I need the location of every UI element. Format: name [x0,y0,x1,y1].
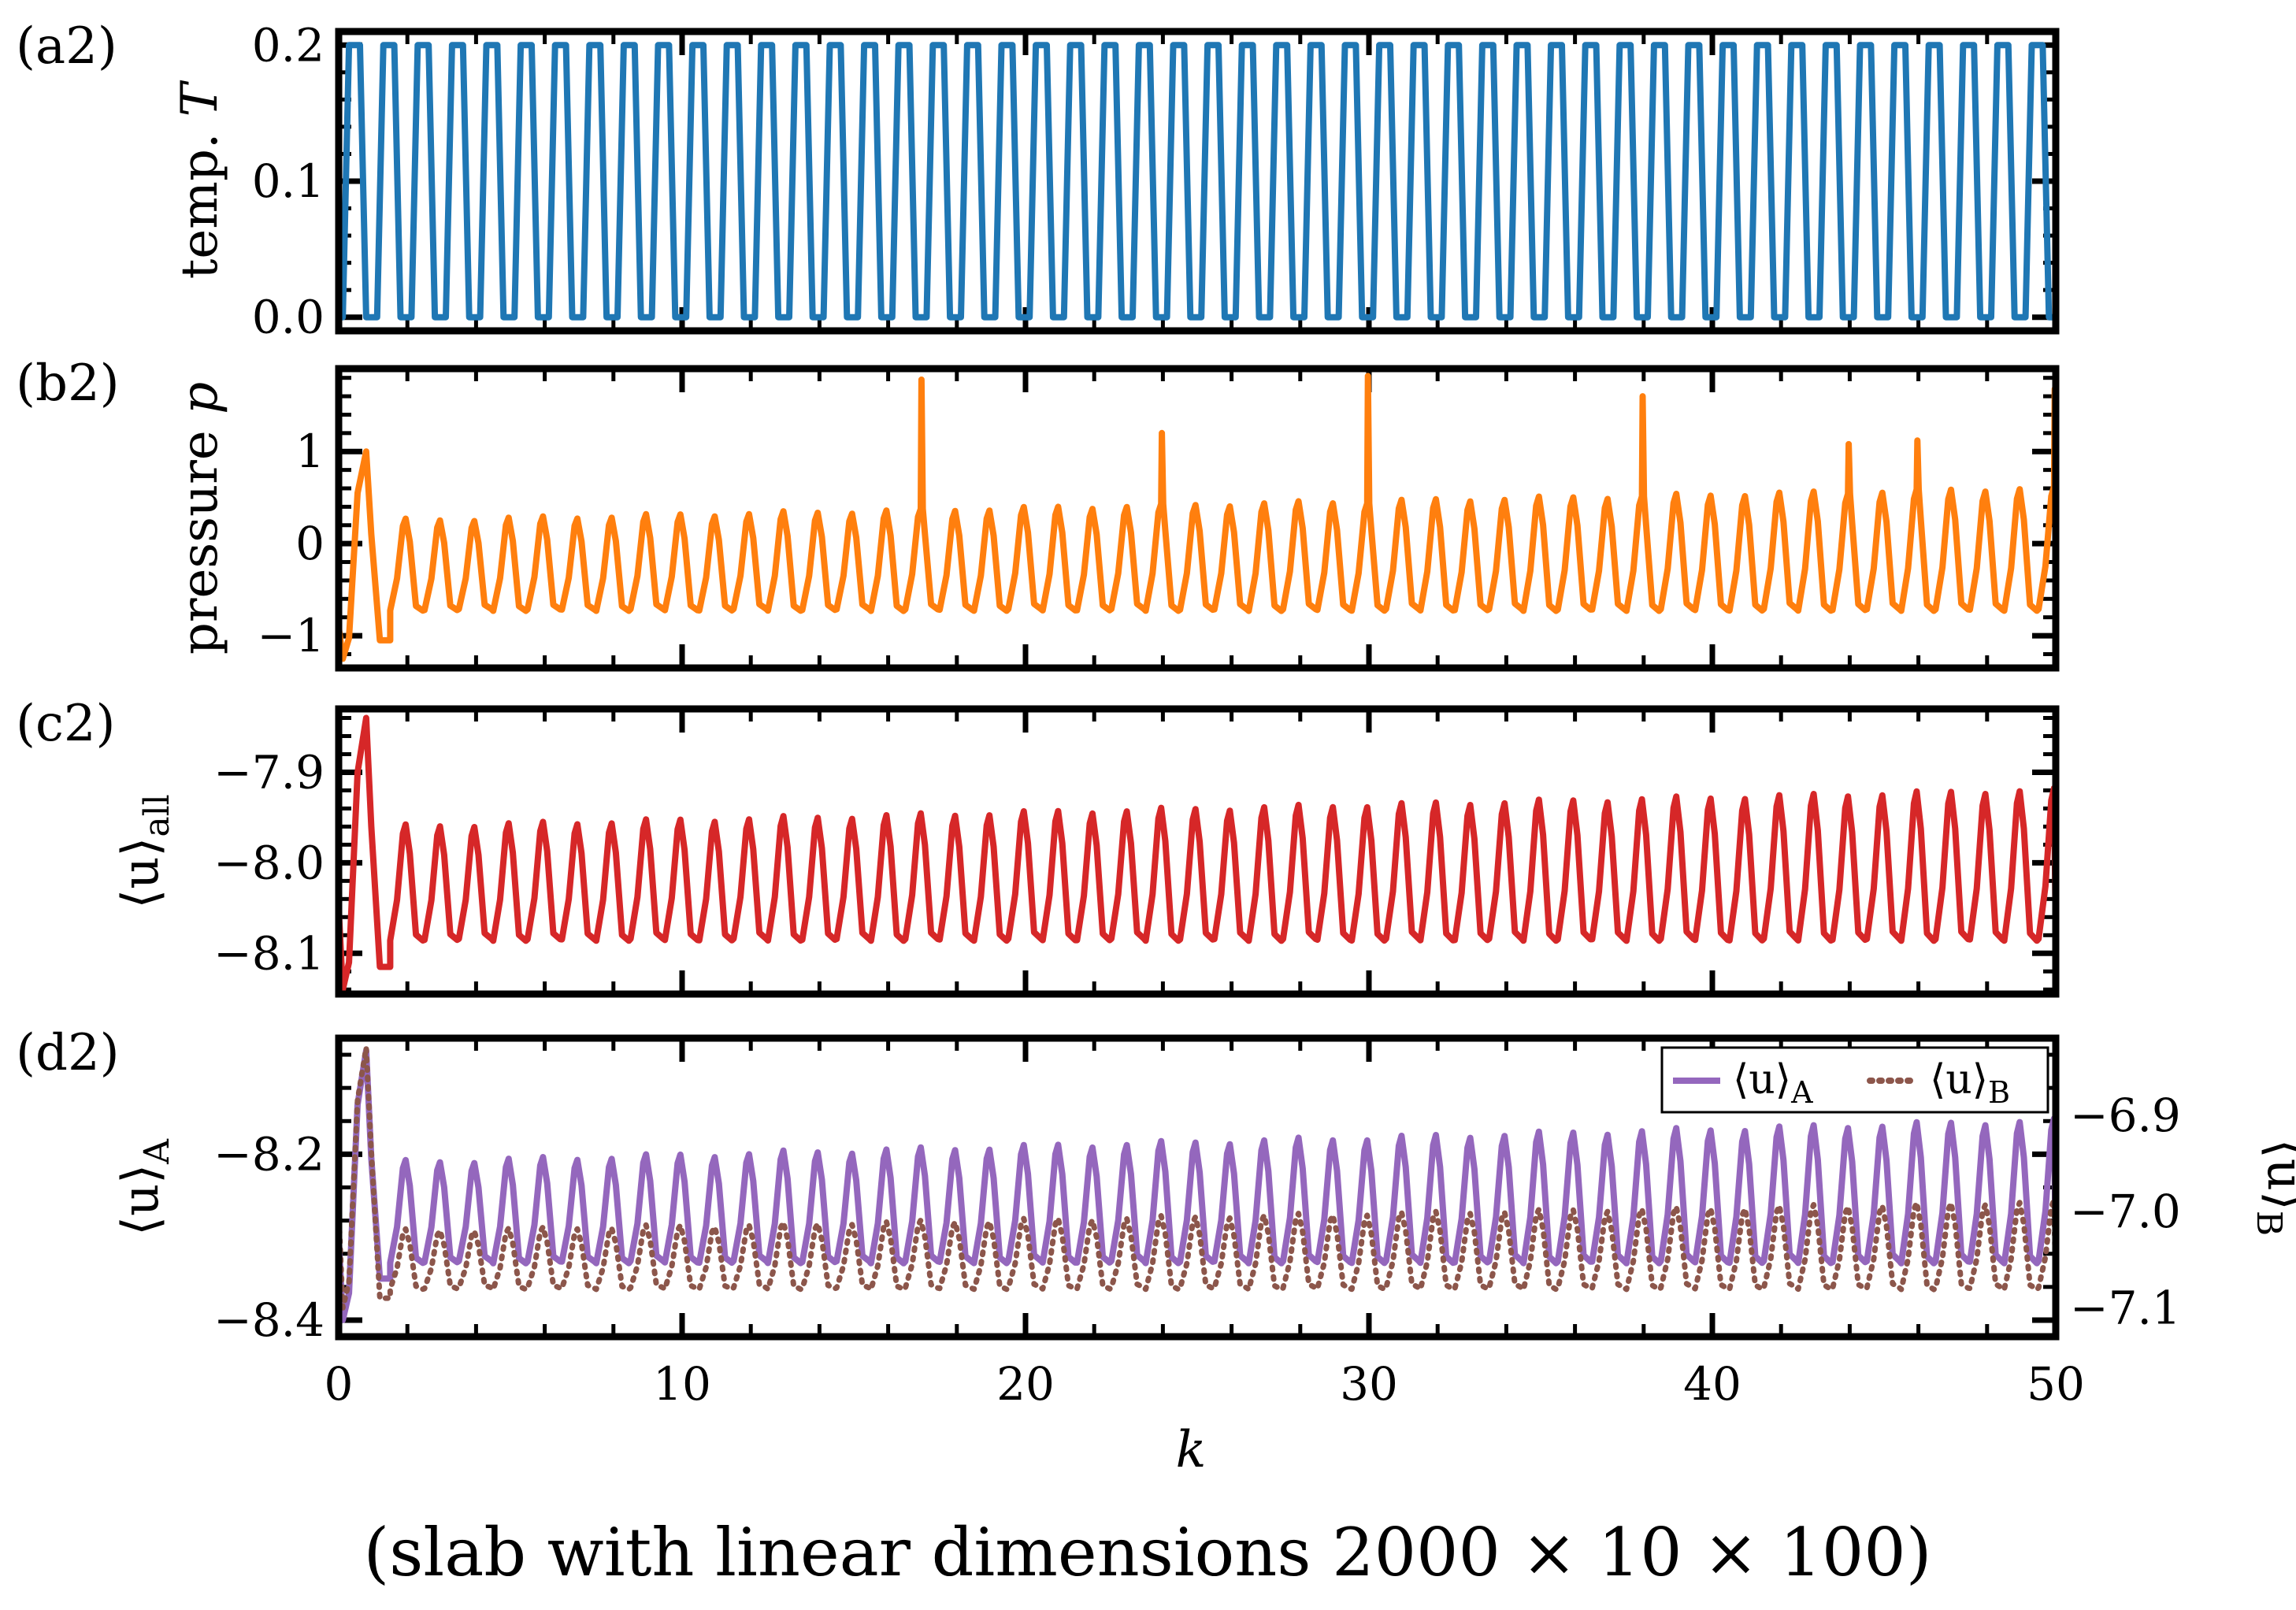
x-tick-label: 50 [2027,1357,2085,1411]
plot-frame [335,1034,2060,1341]
panel2-y-tick-label: 1 [295,425,325,478]
plot-frame [335,705,2060,998]
panel1-y-tick-label: 0.1 [252,154,325,208]
panel-label: (c2) [16,695,116,753]
panel2-y-tick-label: 0 [295,517,325,570]
panel4-y-tick-label: −8.4 [213,1293,325,1347]
panel4-y2-tick-label: −6.9 [2070,1089,2181,1142]
panel4-y-tick-label: −8.2 [213,1127,325,1181]
series-line--u-b [339,1044,2056,1311]
x-tick-label: 30 [1340,1357,1398,1411]
panel4-y2-tick-label: −7.1 [2070,1281,2181,1334]
panel2-y-tick-label: −1 [258,609,325,662]
legend-label: ⟨u⟩A [1733,1056,1813,1110]
panels: (a2) 0.0 0.1 0.2 temp. T (b2) −1 0 1 pressure p (c… [16,17,2296,1411]
x-tick-label: 10 [653,1357,711,1411]
panel3-y-tick-label: −7.9 [213,745,325,799]
panel4-y-label: ⟨u⟩A [112,1138,177,1236]
panel2-y-label: pressure p [171,382,229,655]
series-line--u-all [339,714,2056,993]
panel1-y-tick-label: 0.2 [252,18,325,72]
panel-3: (c2) −8.1 −8.0 −7.9 ⟨u⟩all [16,695,2060,998]
x-tick-label: 20 [996,1357,1055,1411]
panel1-y-label: temp. T [171,80,229,279]
x-tick-label: 0 [325,1357,354,1411]
panel-label: (b2) [16,354,120,413]
x-tick-label: 40 [1683,1357,1741,1411]
panel-1: (a2) 0.0 0.1 0.2 temp. T [16,17,2060,344]
panel4-y2-label: ⟨u⟩B [2249,1139,2296,1237]
panel3-y-label: ⟨u⟩all [112,794,177,909]
x-axis-label: k [1176,1421,1207,1479]
series-line-pressure-p [339,373,2056,662]
series-line--u-a [339,1047,2056,1323]
plot-frame [335,28,2060,335]
panel1-y-tick-label: 0.0 [252,291,325,344]
panel-4: (d2)−8.4−8.2−7.1−7.0−6.90 10 20 30 40 50⟨u⟩A ⟨… [16,1024,2296,1411]
panel-2: (b2) −1 0 1 pressure p [16,354,2060,672]
panel3-y-tick-label: −8.1 [213,926,325,980]
legend: ⟨u⟩A ⟨u⟩B [1660,1046,2049,1114]
panel-label: (d2) [16,1024,120,1082]
legend-box [1660,1046,2049,1114]
series-line-temperature-t [339,42,2056,321]
plot-frame [335,365,2060,672]
legend-label: ⟨u⟩B [1930,1056,2010,1110]
panel3-y-tick-label: −8.0 [213,836,325,889]
panel4-y2-tick-label: −7.0 [2070,1185,2181,1238]
figure-caption: (slab with linear dimensions 2000 × 10 ×… [364,1514,1932,1591]
panel-label: (a2) [16,17,117,76]
